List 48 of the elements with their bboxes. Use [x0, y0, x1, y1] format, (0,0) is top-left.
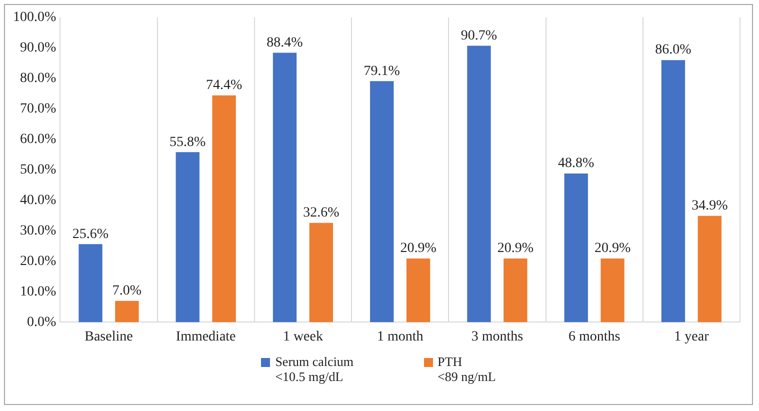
bar: [467, 46, 491, 322]
y-tick-label: 0.0%: [26, 314, 56, 330]
bar: [115, 300, 139, 322]
data-label: 79.1%: [364, 64, 400, 79]
y-tick-label: 80.0%: [20, 71, 56, 86]
data-label: 32.6%: [303, 206, 340, 221]
data-label: 48.8%: [558, 156, 595, 172]
bar: [212, 95, 236, 322]
bar: [504, 258, 528, 322]
y-tick-label: 50.0%: [20, 162, 56, 178]
y-tick-label: 40.0%: [20, 192, 56, 208]
bar: [370, 81, 394, 322]
y-tick-label: 60.0%: [20, 132, 56, 147]
legend-label: PTH <89 ng/mL: [438, 354, 496, 385]
x-tick-label: Baseline: [84, 329, 133, 344]
bar: [661, 60, 686, 322]
legend-label: Serum calcium <10.5 mg/dL: [275, 354, 354, 385]
bar: [176, 152, 200, 322]
y-tick-label: 100.0%: [12, 10, 56, 26]
x-tick-label: 1 month: [376, 329, 424, 344]
bar: [272, 52, 297, 322]
data-label: 34.9%: [692, 198, 728, 214]
y-tick-label: 20.0%: [20, 254, 56, 269]
y-tick-label: 90.0%: [20, 40, 56, 56]
data-label: 88.4%: [266, 35, 304, 50]
x-tick-label: 3 months: [471, 329, 524, 344]
bar: [698, 216, 722, 322]
data-label: 55.8%: [170, 134, 206, 150]
y-tick-label: 30.0%: [20, 223, 56, 238]
bar: [600, 258, 624, 322]
bar: [78, 244, 102, 322]
data-label: 25.6%: [72, 226, 109, 242]
data-label: 86.0%: [655, 42, 692, 58]
bar: [564, 173, 588, 322]
data-label: 74.4%: [206, 78, 242, 94]
data-label: 20.9%: [594, 241, 631, 256]
y-tick-label: 70.0%: [20, 102, 56, 117]
x-tick-label: 1 week: [282, 329, 323, 344]
data-label: 20.9%: [400, 241, 437, 256]
y-tick-label: 10.0%: [20, 284, 56, 300]
data-label: 7.0%: [112, 284, 142, 299]
x-tick-label: Immediate: [176, 329, 236, 344]
data-label: 20.9%: [497, 241, 534, 256]
bar: [309, 222, 334, 322]
bar: [406, 258, 430, 322]
x-tick-label: 1 year: [674, 329, 710, 344]
x-tick-label: 6 months: [568, 329, 620, 344]
data-label: 90.7%: [460, 28, 498, 44]
